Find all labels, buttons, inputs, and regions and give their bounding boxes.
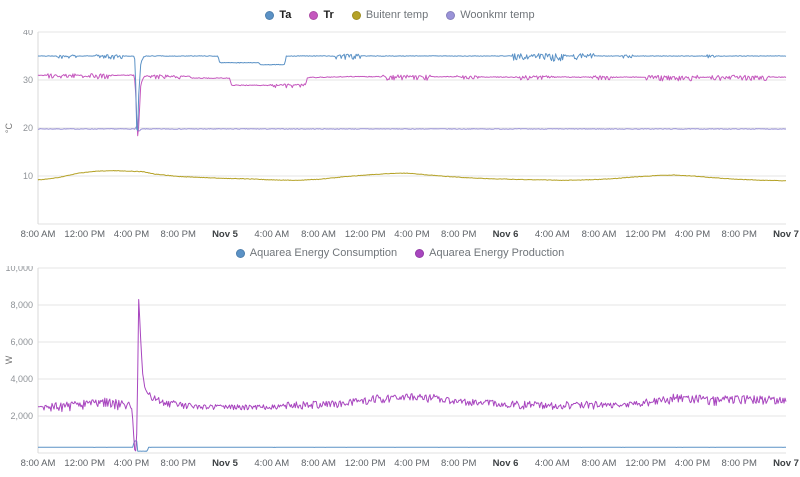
y-axis-title-temperature: °C [4,122,14,134]
woonkmr-temp-legend-dot [446,10,456,20]
legend-item-buitenr-temp[interactable]: Buitenr temp [351,9,429,21]
x-tick-label: 8:00 AM [582,458,617,469]
legend-label: Buitenr temp [365,9,429,21]
series-line-ta [37,53,787,131]
legend-label: Ta [279,9,292,21]
x-tick-label: 4:00 PM [114,458,149,469]
y-tick-label: 10,000 [5,266,33,273]
x-tick-label: 4:00 AM [254,229,289,240]
x-tick-label: Nov 7 [773,458,799,469]
temperature-chart: Ta Tr Buitenr temp Woonkmr temp 10 20 30 40 8:0… [0,0,800,240]
legend-item-aquarea-energy-production[interactable]: Aquarea Energy Production [415,247,564,259]
x-tick-label: 4:00 PM [394,458,429,469]
y-axis-title-energy: W [4,355,14,365]
x-tick-label: 8:00 PM [441,458,476,469]
x-tick-label: 8:00 PM [161,458,196,469]
y-tick-label: 2,000 [10,411,33,421]
legend-label: Tr [323,9,334,21]
x-tick-label: Nov 5 [212,458,239,469]
buitenr-temp-legend-dot [351,10,361,20]
x-tick-label: Nov 5 [212,229,239,240]
x-tick-label: 12:00 PM [64,458,105,469]
series-line-woonkmr-temp [38,125,787,132]
x-tick-label: Nov 7 [773,229,799,240]
temperature-legend: Ta Tr Buitenr temp Woonkmr temp [0,0,800,30]
x-tick-label: 12:00 PM [64,229,105,240]
y-tick-label: 30 [23,75,33,85]
x-tick-label: 8:00 PM [722,458,757,469]
y-tick-label: 8,000 [10,300,33,310]
ta-legend-dot [265,10,275,20]
x-tick-label: Nov 6 [493,229,519,240]
x-tick-label: 4:00 AM [254,458,289,469]
legend-item-ta[interactable]: Ta [265,9,291,21]
x-tick-label: 8:00 AM [301,229,336,240]
x-tick-label: 4:00 AM [535,229,570,240]
x-tick-label: 4:00 PM [675,458,710,469]
x-tick-label: 4:00 PM [114,229,149,240]
series-line-aquarea-energy-production [38,299,787,452]
series-line-aquarea-energy-consumption [38,440,786,452]
energy-legend: Aquarea Energy Consumption Aquarea Energy… [0,240,800,266]
x-tick-label: 8:00 AM [301,458,336,469]
legend-label: Aquarea Energy Production [429,247,565,259]
temperature-plot[interactable]: 10 20 30 40 8:00 AM 12:00 PM 4:00 PM 8:00 PM Nov… [0,30,800,240]
tr-legend-dot [309,10,319,20]
legend-item-woonkmr-temp[interactable]: Woonkmr temp [446,9,535,21]
aquarea-energy-production-legend-dot [415,248,425,258]
x-tick-label: 8:00 PM [722,229,757,240]
x-tick-label: 4:00 AM [535,458,570,469]
x-tick-label: 8:00 AM [582,229,617,240]
legend-label: Aquarea Energy Consumption [249,247,398,259]
series-line-tr [37,73,787,137]
y-tick-label: 20 [23,123,33,133]
energy-plot[interactable]: 2,000 4,000 6,000 8,000 10,000 8:00 AM 12:00 P… [0,266,800,477]
x-tick-label: 12:00 PM [625,458,666,469]
x-tick-label: 12:00 PM [345,229,386,240]
x-tick-label: 12:00 PM [625,229,666,240]
x-tick-label: 4:00 PM [394,229,429,240]
y-tick-label: 10 [23,171,33,181]
y-tick-label: 6,000 [10,337,33,347]
series-line-buitenr-temp [37,170,787,182]
x-tick-label: 4:00 PM [675,229,710,240]
x-tick-label: 8:00 PM [161,229,196,240]
legend-item-tr[interactable]: Tr [309,9,334,21]
legend-item-aquarea-energy-consumption[interactable]: Aquarea Energy Consumption [235,247,398,259]
legend-label: Woonkmr temp [460,9,535,21]
x-tick-label: 12:00 PM [345,458,386,469]
x-tick-label: 8:00 PM [441,229,476,240]
y-tick-label: 40 [23,30,33,37]
x-tick-label: 8:00 AM [21,229,56,240]
x-tick-label: 8:00 AM [21,458,56,469]
x-tick-label: Nov 6 [493,458,519,469]
energy-chart: Aquarea Energy Consumption Aquarea Energy… [0,240,800,477]
aquarea-energy-consumption-legend-dot [235,248,245,258]
y-tick-label: 4,000 [10,374,33,384]
